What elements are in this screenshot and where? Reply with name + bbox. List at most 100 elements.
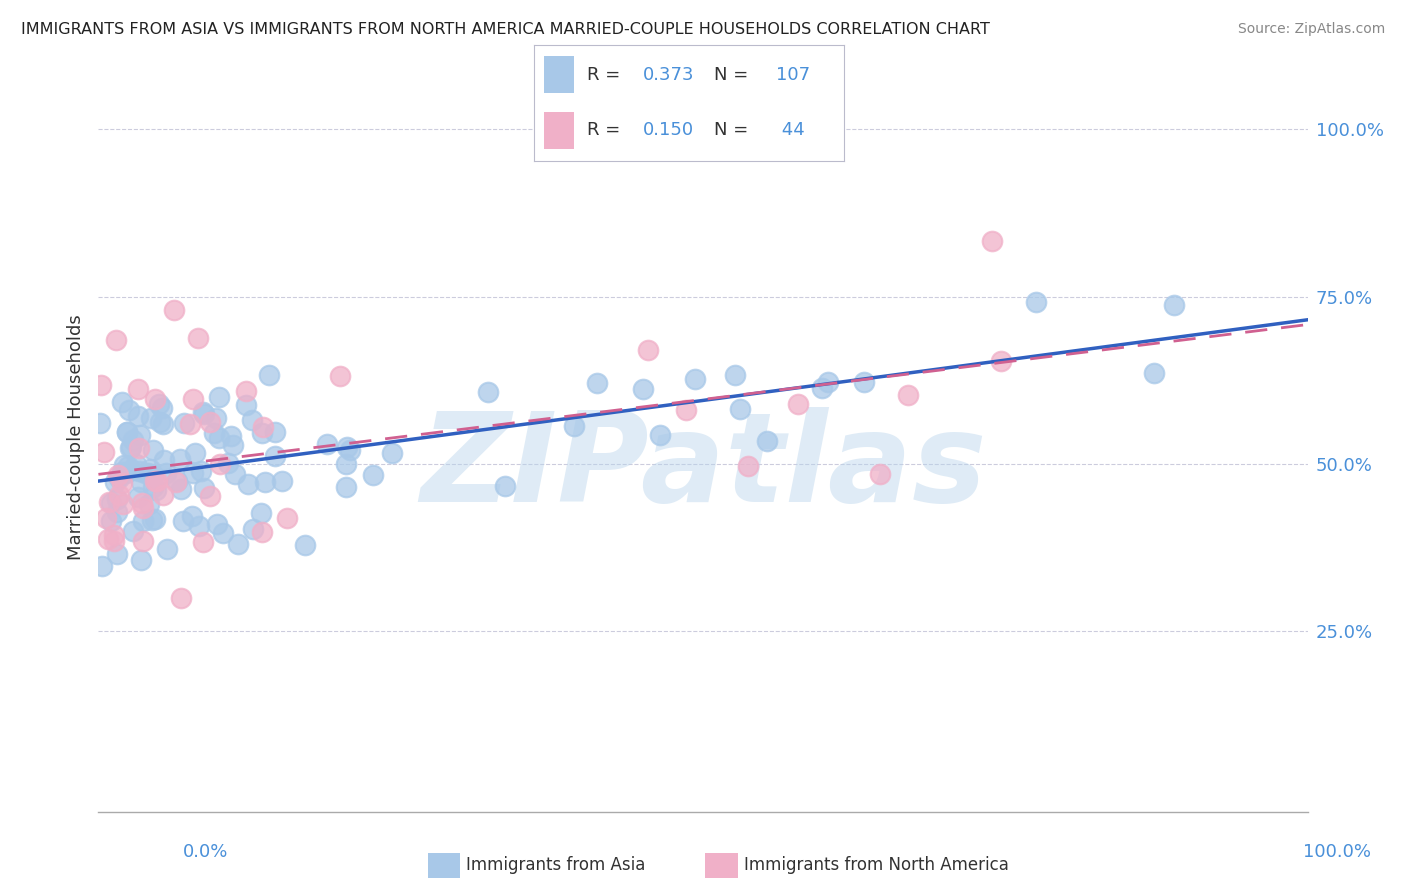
Point — [100, 495, 122, 509]
Point — [724, 368, 747, 382]
Point — [981, 234, 1004, 248]
Point — [145, 483, 167, 498]
Point — [152, 488, 174, 502]
Bar — [544, 112, 575, 149]
Point — [737, 458, 759, 473]
Point — [125, 457, 148, 471]
Point — [127, 382, 149, 396]
Point — [381, 446, 404, 460]
Point — [127, 490, 149, 504]
Point — [188, 519, 211, 533]
Point — [108, 488, 131, 502]
Point — [120, 440, 142, 454]
Point — [180, 509, 202, 524]
Text: Immigrants from North America: Immigrants from North America — [744, 856, 1008, 874]
Point — [90, 377, 112, 392]
Point — [208, 390, 231, 404]
Point — [586, 376, 609, 390]
Point — [208, 431, 231, 445]
Point — [205, 517, 228, 532]
Point — [132, 533, 155, 548]
Point — [193, 408, 215, 422]
Point — [152, 417, 174, 432]
Point — [148, 397, 170, 411]
Point — [637, 343, 659, 358]
Point — [650, 427, 672, 442]
Point — [103, 533, 125, 548]
Point — [155, 466, 177, 480]
Point — [675, 402, 697, 417]
Point — [494, 478, 516, 492]
Point — [631, 382, 654, 396]
Point — [852, 375, 875, 389]
Point — [156, 541, 179, 556]
Text: R =: R = — [586, 66, 626, 84]
Point — [193, 535, 215, 549]
Point — [897, 388, 920, 402]
Point — [179, 417, 201, 432]
Point — [117, 458, 139, 473]
Text: 107: 107 — [776, 66, 810, 84]
Point — [187, 331, 209, 345]
Text: 100.0%: 100.0% — [1303, 843, 1371, 861]
Text: N =: N = — [714, 121, 754, 139]
Point — [136, 467, 159, 481]
Point — [97, 495, 120, 509]
Point — [93, 445, 115, 459]
Point — [252, 524, 274, 539]
Point — [235, 398, 257, 412]
Point — [138, 462, 160, 476]
Text: IMMIGRANTS FROM ASIA VS IMMIGRANTS FROM NORTH AMERICA MARRIED-COUPLE HOUSEHOLDS : IMMIGRANTS FROM ASIA VS IMMIGRANTS FROM … — [21, 22, 990, 37]
Text: ZIPatlas: ZIPatlas — [420, 407, 986, 527]
Text: 44: 44 — [776, 121, 804, 139]
Point — [105, 505, 128, 519]
Point — [335, 457, 357, 471]
Point — [263, 425, 285, 440]
Point — [728, 401, 751, 416]
Point — [336, 440, 359, 454]
Point — [134, 466, 156, 480]
Point — [236, 477, 259, 491]
Point — [1025, 294, 1047, 309]
Point — [169, 451, 191, 466]
Point — [107, 468, 129, 483]
Point — [252, 420, 274, 434]
Point — [89, 416, 111, 430]
Point — [138, 496, 160, 510]
Point — [103, 528, 125, 542]
Point — [224, 467, 246, 482]
Point — [217, 456, 239, 470]
Point — [118, 441, 141, 455]
Point — [817, 375, 839, 389]
Text: Source: ZipAtlas.com: Source: ZipAtlas.com — [1237, 22, 1385, 37]
Point — [142, 442, 165, 457]
Point — [811, 381, 834, 395]
Point — [869, 467, 891, 481]
Point — [141, 467, 163, 482]
Point — [118, 403, 141, 417]
Point — [329, 368, 352, 383]
Point — [129, 552, 152, 566]
Point — [183, 392, 205, 406]
Point — [104, 475, 127, 489]
Point — [193, 482, 215, 496]
Point — [111, 465, 134, 479]
Point — [143, 392, 166, 406]
Point — [335, 480, 357, 494]
Bar — [427, 853, 460, 878]
Point — [249, 506, 271, 520]
Point — [339, 443, 361, 458]
Bar — [706, 853, 738, 878]
Point — [105, 548, 128, 562]
Point — [276, 511, 298, 525]
Point — [163, 302, 186, 317]
Text: 0.373: 0.373 — [643, 66, 695, 84]
Point — [132, 514, 155, 528]
Point — [91, 558, 114, 573]
Point — [209, 457, 232, 471]
Point — [115, 466, 138, 480]
Point — [222, 438, 245, 452]
Point — [259, 368, 281, 382]
Point — [94, 511, 117, 525]
Point — [141, 513, 163, 527]
